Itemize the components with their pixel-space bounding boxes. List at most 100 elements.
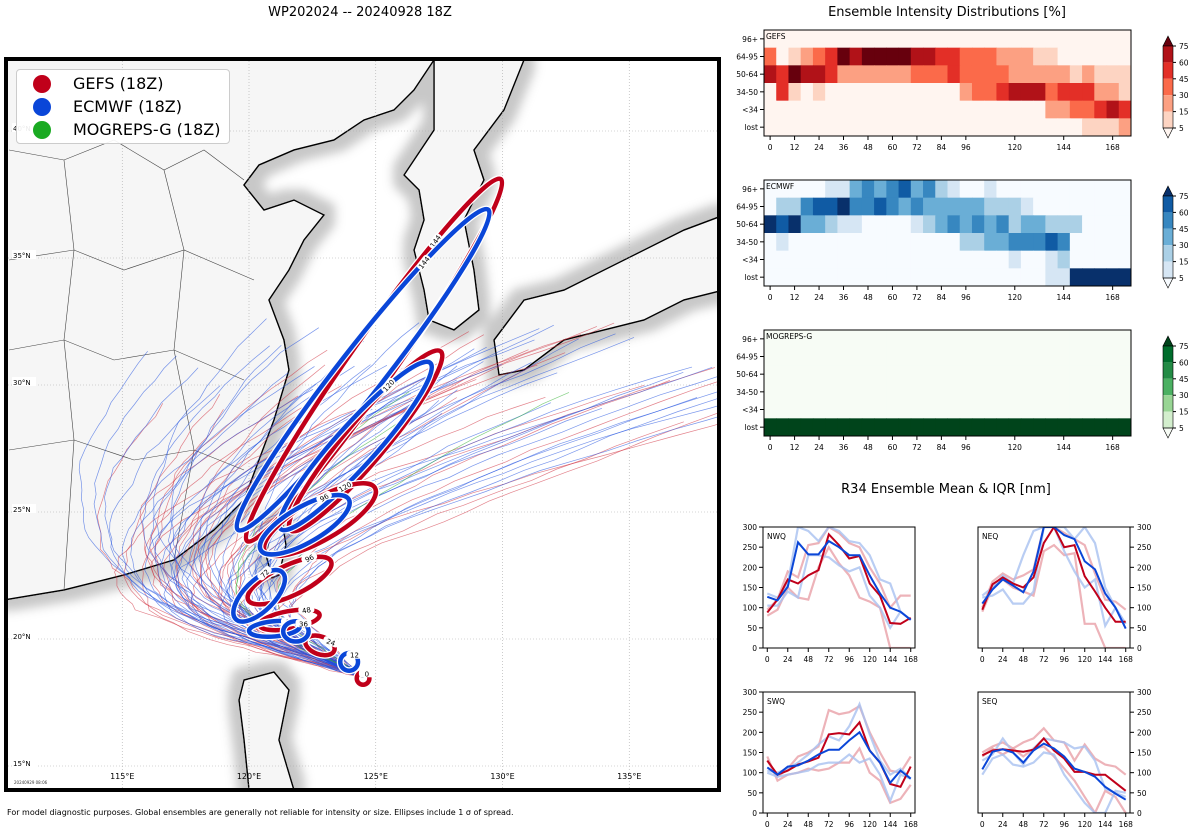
- heatmap-cell: [923, 30, 936, 49]
- hour-label-bg: [337, 480, 353, 493]
- lat-label-bg: [12, 758, 36, 767]
- heatmap-cell: [764, 30, 777, 49]
- lat-label: 25°N: [13, 506, 31, 514]
- heatmap-cell: [1008, 233, 1022, 252]
- heatmap-cell: [825, 30, 838, 49]
- heatmap-cell: [996, 83, 1010, 102]
- heatmap-cell: [1008, 118, 1022, 137]
- x-tick-label: 48: [863, 443, 873, 452]
- heatmap-cell: [849, 100, 863, 119]
- colorbar-segment: [1163, 212, 1173, 229]
- gefs-iqr-low-line: [766, 544, 911, 648]
- heatmap-cell: [910, 418, 924, 437]
- heatmap-cell: [1082, 83, 1095, 102]
- y-tick-label: 200: [743, 563, 758, 572]
- heatmap-cell: [837, 100, 851, 119]
- colorbar-tick-label: 15: [1179, 408, 1189, 417]
- heatmap-cell: [971, 118, 985, 137]
- heatmap-cell: [788, 197, 802, 216]
- ecmwf-iqr-high-line: [766, 527, 912, 621]
- korea-peninsula: [403, 61, 525, 331]
- row-label: 34-50: [736, 88, 758, 97]
- map-title: WP202024 -- 20240928 18Z: [268, 5, 452, 20]
- heatmap-cell: [996, 118, 1010, 137]
- heatmap-cell: [837, 383, 851, 402]
- heatmap-cell: [812, 197, 826, 216]
- heatmap-cell: [947, 233, 961, 252]
- heatmap-cell: [861, 400, 875, 419]
- heatmap-cell: [1008, 215, 1022, 234]
- heatmap-cell: [1118, 30, 1132, 49]
- heatmap-cell: [1118, 47, 1132, 66]
- hour-label-bg: [295, 619, 312, 628]
- ensemble-track: [121, 366, 364, 678]
- heatmap-cell: [849, 197, 863, 216]
- row-label: 96+: [742, 185, 758, 194]
- heatmap-cell: [947, 347, 961, 366]
- japan: [493, 216, 717, 376]
- heatmap-cell: [825, 330, 838, 349]
- heatmap-cell: [849, 418, 863, 437]
- r34-panel-nwq: NWQ 0 50 100 150 200 250 300 0 24 48 72 96 120 144 168: [743, 523, 918, 664]
- heatmap-cell: [1033, 197, 1046, 216]
- heatmap-cell: [812, 100, 826, 119]
- heatmap-cell: [947, 250, 961, 269]
- heatmap-cell: [1008, 383, 1022, 402]
- heatmap-cell: [959, 250, 973, 269]
- heatmap-cell: [837, 365, 851, 384]
- heatmap-cell: [886, 400, 900, 419]
- heatmap-cell: [861, 83, 875, 102]
- heatmap-cell: [1106, 268, 1120, 287]
- gefs-dot-icon: [33, 74, 51, 93]
- x-tick-label: 48: [803, 655, 813, 664]
- heatmap-cell: [959, 215, 973, 234]
- colorbar-tick-label: 30: [1179, 241, 1189, 250]
- heatmap-cell: [812, 47, 826, 66]
- ensemble-track: [142, 419, 364, 678]
- colorbar-max-arrow: [1162, 185, 1174, 197]
- heatmap-cell: [910, 250, 924, 269]
- heatmap-cell: [1118, 268, 1132, 287]
- lon-label: 125°E: [364, 772, 388, 781]
- heatmap-cell: [923, 268, 936, 287]
- ellipse-ecmwf: 12: [336, 649, 363, 675]
- colorbar-tick-label: 75: [1179, 342, 1189, 351]
- colorbar-tick-label: 60: [1179, 58, 1189, 67]
- heatmap-cell: [764, 233, 777, 252]
- intensity-title: Ensemble Intensity Distributions [%]: [828, 5, 1066, 20]
- heatmap-cell: [1045, 47, 1059, 66]
- heatmap-cell: [971, 233, 985, 252]
- x-tick-label: 144: [883, 820, 898, 829]
- heatmap-cell: [984, 365, 997, 384]
- heatmap-cell: [1069, 418, 1083, 437]
- heatmap-cell: [812, 400, 826, 419]
- y-tick-label: 50: [747, 624, 757, 633]
- x-tick-label: 0: [765, 820, 770, 829]
- heatmap-cell: [935, 30, 948, 49]
- heatmap-cell: [1106, 347, 1120, 366]
- heatmap-cell: [996, 100, 1010, 119]
- r34-quadrant-label: NEQ: [982, 532, 998, 541]
- heatmap-cell: [1057, 180, 1071, 199]
- heatmap-cell: [788, 233, 802, 252]
- forecast-hour-label: 0: [365, 670, 369, 678]
- heatmap-cell: [971, 215, 985, 234]
- heatmap-cell: [935, 65, 948, 84]
- heatmap-cell: [1033, 250, 1046, 269]
- x-tick-label: 72: [912, 143, 922, 152]
- hour-label-bg: [416, 254, 431, 270]
- heatmap-cell: [1008, 47, 1022, 66]
- heatmap-cell: [898, 233, 912, 252]
- heatmap-cell: [886, 180, 900, 199]
- heatmap-cell: [1094, 215, 1108, 234]
- colorbar-frame: [1162, 195, 1174, 279]
- legend-label: MOGREPS-G (18Z): [73, 120, 221, 139]
- heatmap-cell: [812, 268, 826, 287]
- heatmap-cell: [971, 65, 985, 84]
- heatmap-cell: [984, 65, 997, 84]
- heatmap-cell: [825, 65, 838, 84]
- heatmap-cell: [947, 118, 961, 137]
- lat-label-bg: [12, 377, 36, 386]
- heatmap-cell: [825, 365, 838, 384]
- ellipse-ecmwf: 36: [279, 617, 313, 646]
